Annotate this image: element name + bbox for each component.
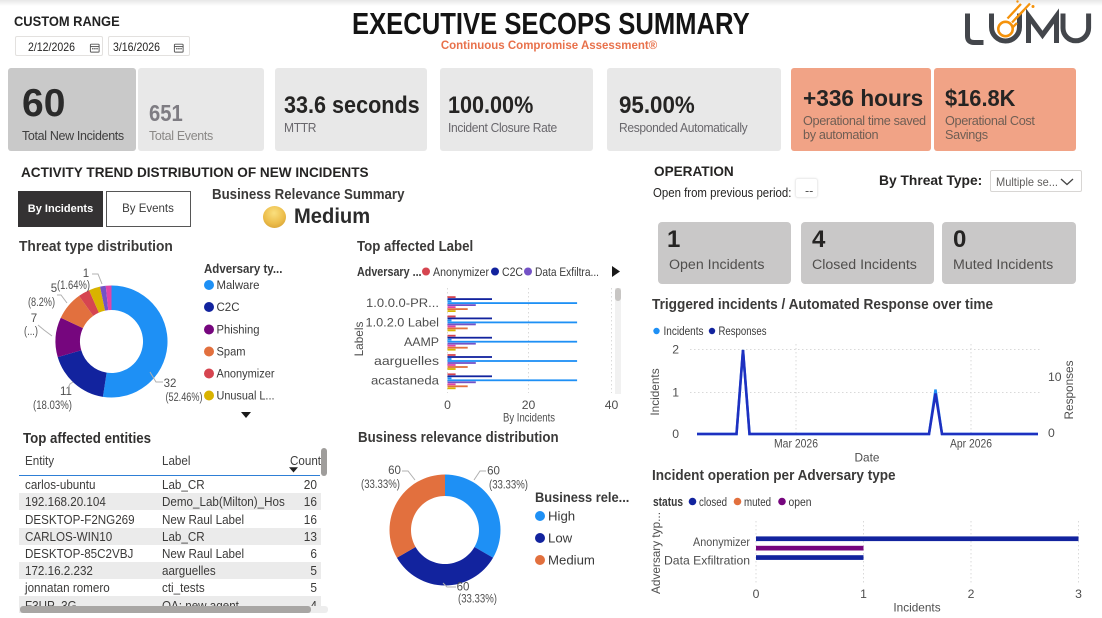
svg-text:Labels: Labels — [352, 322, 366, 357]
svg-text:Adversary typ...: Adversary typ... — [649, 512, 663, 594]
svg-text:7: 7 — [31, 313, 37, 325]
svg-text:(52.46%): (52.46%) — [166, 392, 203, 404]
svg-text:Incidents: Incidents — [893, 601, 940, 615]
svg-text:1.0.2.0 Label: 1.0.2.0 Label — [366, 316, 440, 330]
svg-text:muted: muted — [744, 495, 771, 509]
svg-text:(...): (...) — [24, 326, 38, 338]
svg-text:11: 11 — [60, 386, 72, 398]
svg-text:Date: Date — [855, 451, 880, 465]
svg-text:By Incidents: By Incidents — [503, 411, 555, 425]
svg-text:10: 10 — [1048, 370, 1062, 384]
svg-text:Business rele...: Business rele... — [535, 490, 629, 506]
svg-text:0: 0 — [444, 398, 451, 412]
svg-text:(33.33%): (33.33%) — [489, 480, 528, 492]
svg-text:Incidents: Incidents — [664, 326, 704, 338]
svg-text:Incidents: Incidents — [648, 368, 662, 415]
svg-text:Unusual L...: Unusual L... — [217, 389, 275, 403]
svg-text:2: 2 — [672, 343, 679, 357]
svg-text:Low: Low — [548, 531, 573, 546]
svg-text:1: 1 — [83, 268, 89, 280]
svg-text:(33.33%): (33.33%) — [458, 594, 497, 606]
svg-text:closed: closed — [699, 495, 727, 509]
svg-text:Anonymizer: Anonymizer — [217, 367, 275, 381]
svg-text:32: 32 — [164, 378, 177, 390]
svg-text:0: 0 — [1048, 426, 1055, 440]
svg-text:1: 1 — [860, 587, 867, 601]
svg-text:AAMP: AAMP — [404, 335, 439, 349]
svg-text:0: 0 — [672, 427, 679, 441]
svg-text:open: open — [789, 495, 812, 509]
svg-text:(8.2%): (8.2%) — [28, 297, 55, 309]
svg-text:C2C: C2C — [502, 265, 523, 279]
svg-text:Spam: Spam — [217, 345, 246, 359]
svg-text:60: 60 — [487, 466, 500, 478]
svg-text:(1.64%): (1.64%) — [57, 280, 90, 292]
svg-text:Malware: Malware — [217, 278, 260, 292]
svg-text:Anonymizer: Anonymizer — [433, 265, 489, 279]
svg-text:1: 1 — [672, 386, 679, 400]
svg-text:Data Exfiltra...: Data Exfiltra... — [535, 265, 599, 279]
svg-text:Data Exfiltration: Data Exfiltration — [664, 554, 750, 568]
svg-text:(33.33%): (33.33%) — [361, 479, 400, 491]
svg-text:Responses: Responses — [719, 326, 767, 338]
svg-text:C2C: C2C — [217, 300, 240, 314]
svg-text:60: 60 — [457, 582, 470, 594]
svg-text:Mar 2026: Mar 2026 — [774, 437, 818, 451]
svg-text:Phishing: Phishing — [217, 323, 260, 337]
svg-text:5: 5 — [51, 283, 57, 295]
svg-text:Anonymizer: Anonymizer — [693, 535, 750, 549]
svg-text:60: 60 — [388, 465, 401, 477]
svg-text:aarguelles: aarguelles — [374, 354, 439, 368]
svg-text:3: 3 — [1075, 587, 1082, 601]
svg-text:40: 40 — [605, 398, 619, 412]
svg-text:1.0.0.0-PR...: 1.0.0.0-PR... — [366, 296, 439, 310]
svg-text:Apr 2026: Apr 2026 — [950, 437, 992, 451]
svg-text:High: High — [548, 509, 575, 524]
svg-text:0: 0 — [753, 587, 760, 601]
svg-text:20: 20 — [522, 398, 536, 412]
svg-text:acastaneda: acastaneda — [371, 373, 439, 387]
svg-text:Medium: Medium — [548, 553, 595, 568]
svg-text:Responses: Responses — [1062, 360, 1076, 419]
svg-text:status: status — [653, 495, 683, 509]
svg-text:2: 2 — [968, 587, 975, 601]
svg-text:(18.03%): (18.03%) — [33, 400, 72, 412]
